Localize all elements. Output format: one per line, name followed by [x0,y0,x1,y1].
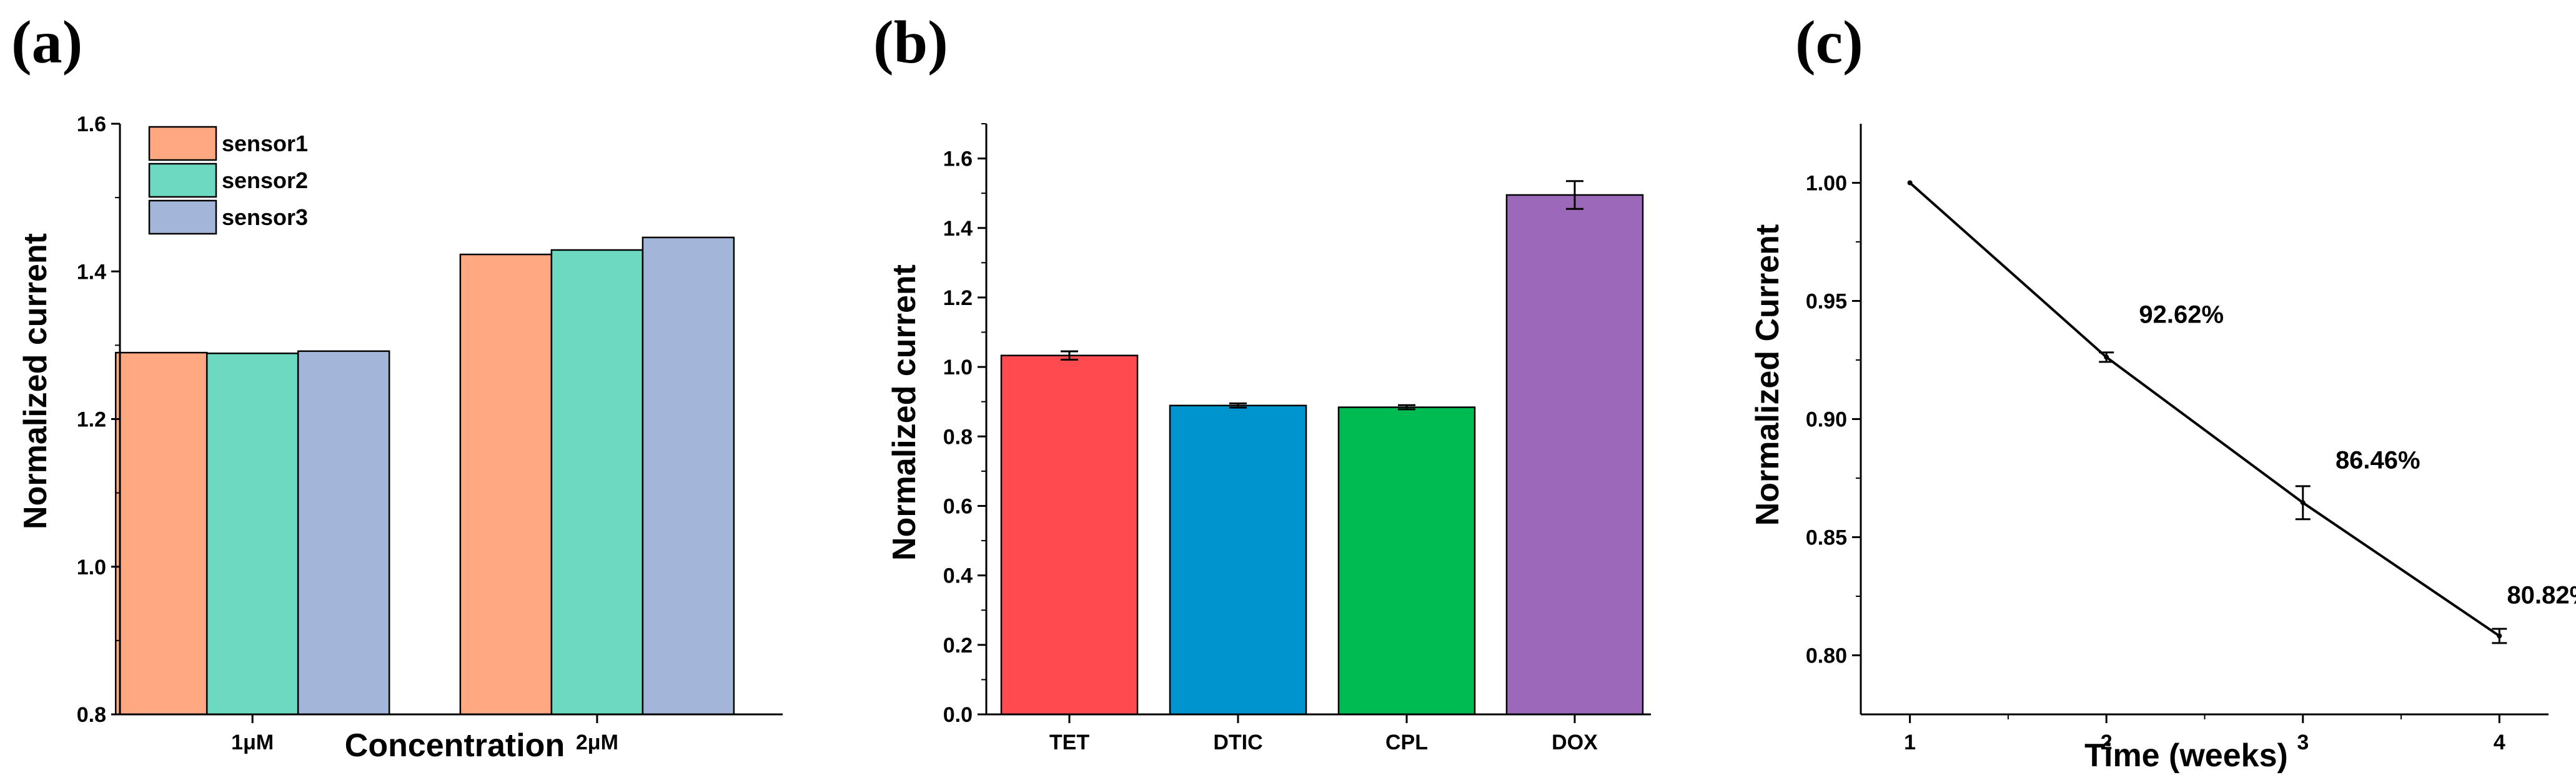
y-tick-label-a: 0.8 [77,703,106,727]
x-axis-title-c: Time (weeks) [2084,738,2288,774]
data-point [1907,180,1913,186]
legend-label-sensor3: sensor3 [222,204,308,230]
y-axis-title-b: Normalized current [886,264,923,561]
chart-panel-a: (a) 0.81.01.21.41.6 1μM 2μM sensor1sensor… [11,9,783,764]
annotation-label: 86.46% [2336,446,2420,474]
axes-b [985,124,1651,716]
x-tick-label-c: 4 [2494,731,2505,754]
legend-label-sensor2: sensor2 [222,168,308,193]
annotation-label: 92.62% [2139,301,2224,328]
y-tick-label-c: 1.00 [1806,172,1847,196]
y-ticks-b: 0.0 0.2 0.4 0.6 0.8 1.0 1.2 1.4 1.6 [943,123,986,727]
y-tick-label-c: 0.90 [1806,408,1847,432]
y-tick-label-b: 0.8 [943,425,973,449]
x-tick-label-a: 2μM [576,731,618,754]
y-tick-label-b: 0.4 [943,564,973,588]
y-tick-label-a: 1.2 [77,408,106,432]
bar-sensor3-0 [297,350,390,716]
x-axis-title-a: Concentration [345,728,565,764]
y-tick-label-c: 0.80 [1806,644,1847,668]
bar-sensor3-1 [642,236,735,716]
y-tick-label-c: 0.85 [1806,526,1847,550]
y-tick-label-b: 1.0 [943,356,973,379]
x-ticks-b: TET DTIC CPL DOX [1049,714,1598,754]
legend-a: sensor1 sensor2 sensor3 [148,126,308,235]
y-tick-label-b: 1.4 [943,217,973,241]
y-axis-title-c: Normalized Current [1750,224,1786,526]
y-ticks-c: 0.80 0.85 0.90 0.95 1.00 [1806,172,1861,668]
data-point [2497,633,2502,639]
x-tick-label-a: 1μM [231,731,274,754]
bar-TET [1000,354,1139,716]
bar-sensor1-1 [459,253,553,716]
y-tick-label-a: 1.4 [77,260,106,284]
legend-swatch-sensor2 [148,162,217,198]
chart-panel-b: (b) 0.0 0.2 0.4 0.6 0.8 1.0 1.2 1.4 1.6 TET DTIC C… [873,9,1651,754]
y-axis-title-a: Normalized current [17,233,54,529]
y-tick-label-b: 1.2 [943,286,973,310]
chart-panel-c: (c) 0.80 0.85 0.90 0.95 1.00 1 2 3 4 92.62% 86.4… [1750,9,2576,774]
bars-a [114,236,735,716]
axes-c [1860,124,2549,716]
x-ticks-a: 1μM 2μM [231,714,618,754]
annotation-label: 80.82% [2507,582,2576,609]
bars-b [1000,180,1644,716]
data-point [2104,354,2109,360]
annotations-c: 92.62% 86.46% 80.82% [2139,301,2576,609]
y-tick-label-a: 1.6 [77,112,106,136]
bar-sensor2-0 [206,352,299,716]
panel-label-b: (b) [873,9,948,76]
x-tick-label-b: TET [1049,731,1089,754]
x-tick-label-c: 3 [2297,731,2309,754]
y-tick-label-a: 1.0 [77,556,106,579]
bar-CPL [1337,406,1476,716]
panel-label-a: (a) [11,9,82,76]
y-tick-label-b: 0.0 [943,703,973,727]
y-ticks-a: 0.8 1.0 1.2 1.4 1.6 [77,112,120,727]
y-tick-label-b: 0.6 [943,494,973,518]
y-tick-label-b: 1.6 [943,148,973,171]
x-tick-label-c: 2 [2101,731,2113,754]
bar-sensor1-0 [114,351,208,716]
x-tick-label-b: DOX [1552,731,1598,754]
data-point [2300,500,2306,506]
legend-swatch-sensor1 [148,126,217,161]
x-tick-label-b: DTIC [1213,731,1262,754]
series-line-c [1907,180,2507,644]
axes-a [119,124,783,716]
panel-label-c: (c) [1795,9,1863,76]
legend-swatch-sensor3 [148,199,217,235]
data-line [1909,182,2500,638]
y-tick-label-b: 0.2 [943,634,973,658]
bar-DOX [1505,194,1644,716]
bar-sensor2-1 [550,249,644,716]
x-tick-label-c: 1 [1904,731,1916,754]
y-tick-label-c: 0.95 [1806,290,1847,314]
legend-label-sensor1: sensor1 [222,131,308,156]
x-tick-label-b: CPL [1385,731,1428,754]
bar-DTIC [1169,404,1307,716]
x-ticks-c: 1 2 3 4 [1904,714,2505,754]
